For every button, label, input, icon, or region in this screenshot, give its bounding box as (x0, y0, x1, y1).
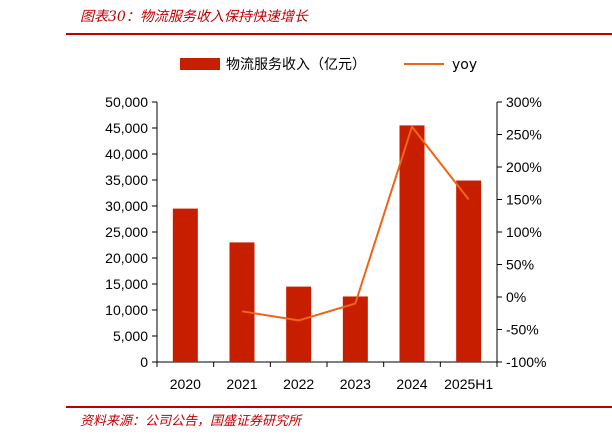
bar (342, 296, 368, 362)
left-tick-label: 40,000 (105, 146, 148, 162)
left-tick-label: 35,000 (105, 172, 148, 188)
x-tick-label: 2020 (170, 376, 201, 392)
legend-label-line: yoy (452, 57, 477, 73)
legend-label-bar: 物流服务收入（亿元） (226, 57, 366, 73)
left-tick-label: 25,000 (105, 224, 148, 240)
bar (229, 242, 255, 362)
legend-swatch-bar (180, 58, 220, 70)
right-tick-label: 0% (506, 289, 526, 305)
title-rule (66, 33, 612, 35)
x-tick-label: 2025H1 (444, 376, 493, 392)
left-tick-label: 50,000 (105, 94, 148, 110)
right-tick-label: 100% (506, 224, 542, 240)
left-tick-label: 45,000 (105, 120, 148, 136)
left-tick-label: 15,000 (105, 276, 148, 292)
yoy-line (241, 125, 470, 322)
x-tick-label: 2024 (396, 376, 427, 392)
figure-title: 图表30：物流服务收入保持快速增长 (80, 9, 308, 25)
x-tick-label: 2023 (340, 376, 371, 392)
right-tick-label: 150% (506, 192, 542, 208)
right-tick-label: 250% (506, 127, 542, 143)
bar (172, 208, 198, 362)
x-tick-label: 2021 (226, 376, 257, 392)
right-tick-label: -50% (506, 322, 539, 338)
bar (456, 180, 482, 362)
left-tick-label: 30,000 (105, 198, 148, 214)
right-tick-label: -100% (506, 354, 546, 370)
x-tick-label: 2022 (283, 376, 314, 392)
bar (399, 125, 425, 363)
source-rule (66, 406, 612, 408)
left-tick-label: 0 (140, 354, 148, 370)
right-tick-label: 300% (506, 94, 542, 110)
left-tick-label: 10,000 (105, 302, 148, 318)
bar (286, 286, 312, 362)
left-tick-label: 20,000 (105, 250, 148, 266)
source-note: 资料来源：公司公告，国盛证券研究所 (80, 414, 302, 429)
right-tick-label: 200% (506, 159, 542, 175)
left-tick-label: 5,000 (113, 328, 148, 344)
right-tick-label: 50% (506, 257, 534, 273)
